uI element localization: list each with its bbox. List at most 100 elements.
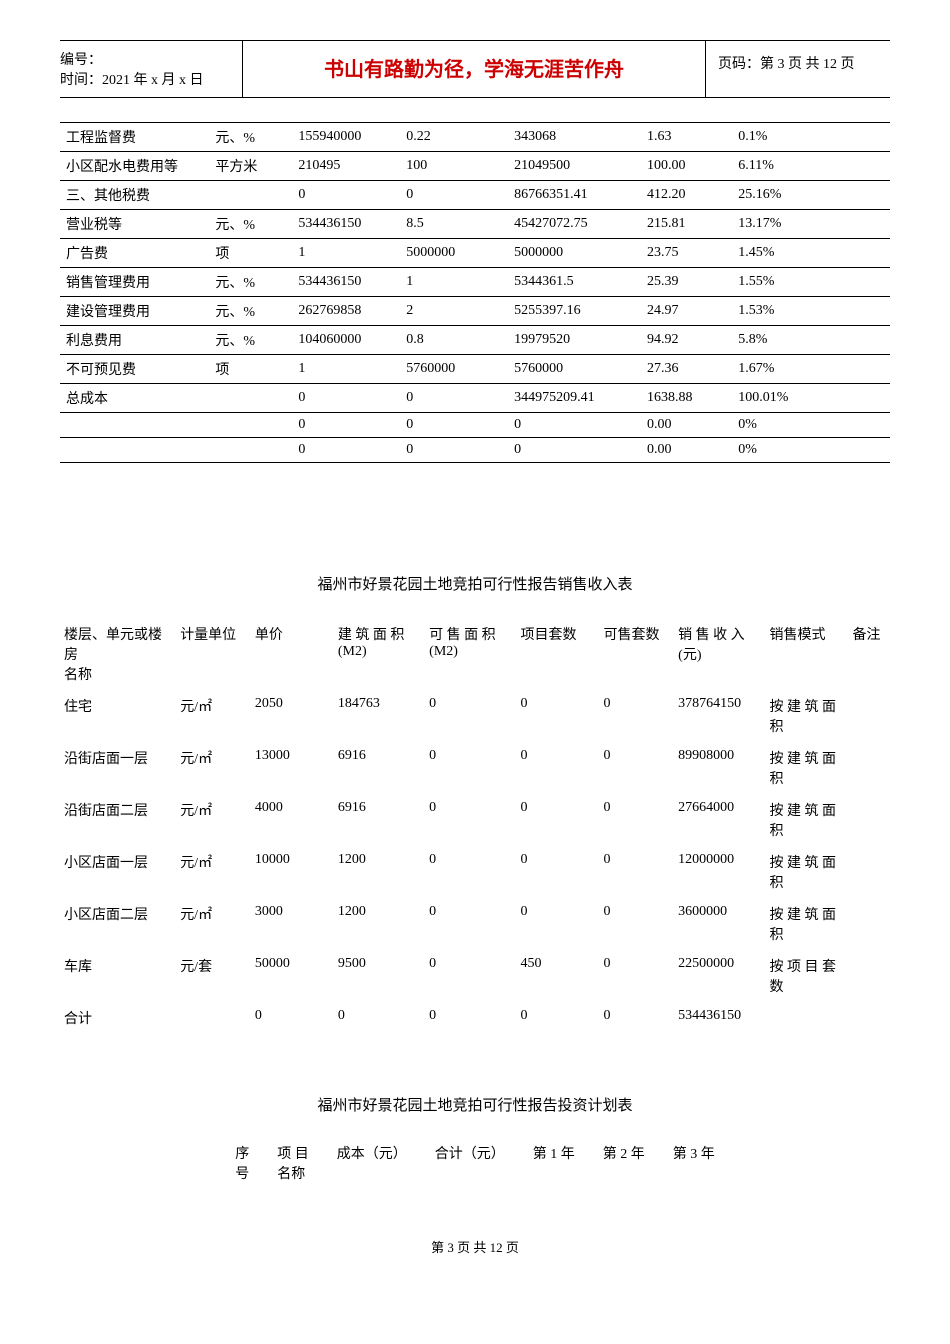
table-cell [848,950,890,1002]
table-cell: 10000 [251,846,334,898]
table-cell: 215.81 [641,210,732,239]
table-cell: 0.8 [400,326,508,355]
page-header: 编号： 时间：2021 年 x 月 x 日 书山有路勤为径，学海无涯苦作舟 页码… [60,40,890,98]
table-row: 广告费项15000000500000023.751.45% [60,239,890,268]
table-cell: 沿街店面一层 [60,742,176,794]
table-cell: 销售管理费用 [60,268,209,297]
table-cell: 534436150 [674,1002,765,1034]
table-cell: 项 [209,239,292,268]
table-row: 总成本00344975209.411638.88100.01% [60,384,890,413]
table-cell: 0 [508,438,641,463]
table-cell: 45427072.75 [508,210,641,239]
table-cell: 合计 [60,1002,176,1034]
table-cell: 1 [292,355,400,384]
table-cell: 按 建 筑 面积 [765,690,848,742]
table-cell [848,1002,890,1034]
page-footer: 第 3 页 共 12 页 [60,1237,890,1256]
table-cell [60,413,209,438]
table-cell: 按 建 筑 面积 [765,794,848,846]
table-cell: 小区店面二层 [60,898,176,950]
table-cell: 总成本 [60,384,209,413]
column-header: 项目套数 [516,618,599,690]
table-cell: 不可预见费 [60,355,209,384]
table-cell: 19979520 [508,326,641,355]
table-cell: 元、% [209,268,292,297]
column-header: 第 2 年 [589,1139,659,1187]
table-cell: 534436150 [292,210,400,239]
table-cell: 0 [516,742,599,794]
table-cell: 元、% [209,297,292,326]
table-cell: 5760000 [400,355,508,384]
column-header: 序号 [221,1139,263,1187]
table-cell: 0 [292,413,400,438]
table-cell [209,181,292,210]
table-cell: 1.55% [732,268,890,297]
table-cell: 100 [400,152,508,181]
table-cell: 155940000 [292,123,400,152]
table-cell: 8.5 [400,210,508,239]
table-cell [848,742,890,794]
table-cell: 5255397.16 [508,297,641,326]
table-cell: 小区店面一层 [60,846,176,898]
header-motto: 书山有路勤为径，学海无涯苦作舟 [324,59,624,81]
table-cell: 12000000 [674,846,765,898]
doc-number-label: 编号： [60,49,230,69]
table-cell: 210495 [292,152,400,181]
table-cell: 262769858 [292,297,400,326]
table-cell: 3600000 [674,898,765,950]
table-cell: 450 [516,950,599,1002]
column-header: 可 售 面 积(M2) [425,618,516,690]
table-row: 不可预见费项15760000576000027.361.67% [60,355,890,384]
table-cell: 25.39 [641,268,732,297]
table-cell: 元、% [209,210,292,239]
column-header: 楼层、单元或楼房名称 [60,618,176,690]
table-cell: 378764150 [674,690,765,742]
table-cell [848,846,890,898]
table-cell: 0.00 [641,413,732,438]
doc-time-label: 时间：2021 年 x 月 x 日 [60,69,230,89]
column-header: 建 筑 面 积(M2) [334,618,425,690]
table-cell: 0 [508,413,641,438]
column-header: 成本（元） [323,1139,421,1187]
table-cell [209,413,292,438]
table-cell: 元/套 [176,950,251,1002]
table-cell: 2 [400,297,508,326]
table-cell: 1 [400,268,508,297]
table-cell: 100.01% [732,384,890,413]
header-center: 书山有路勤为径，学海无涯苦作舟 [243,41,706,97]
table-cell: 按 建 筑 面积 [765,898,848,950]
table-cell: 营业税等 [60,210,209,239]
table-row: 销售管理费用元、%53443615015344361.525.391.55% [60,268,890,297]
investment-plan-title: 福州市好景花园土地竞拍可行性报告投资计划表 [60,1094,890,1115]
table-row: 住宅元/㎡2050184763000378764150按 建 筑 面积 [60,690,890,742]
table-row: 小区店面一层元/㎡10000120000012000000按 建 筑 面积 [60,846,890,898]
table-row: 沿街店面一层元/㎡13000691600089908000按 建 筑 面积 [60,742,890,794]
table-row: 营业税等元、%5344361508.545427072.75215.8113.1… [60,210,890,239]
table-cell: 1 [292,239,400,268]
column-header: 可售套数 [599,618,674,690]
table-cell: 1200 [334,898,425,950]
cost-table: 工程监督费元、%1559400000.223430681.630.1%小区配水电… [60,122,890,463]
table-cell: 车库 [60,950,176,1002]
table-cell: 元/㎡ [176,690,251,742]
table-cell: 5000000 [400,239,508,268]
sales-income-table: 楼层、单元或楼房名称计量单位单价建 筑 面 积(M2)可 售 面 积(M2)项目… [60,618,890,1034]
investment-plan-table: 序号项 目名称成本（元）合计（元）第 1 年第 2 年第 3 年 [221,1139,729,1187]
table-cell: 94.92 [641,326,732,355]
table-cell: 沿街店面二层 [60,794,176,846]
table-cell: 1.67% [732,355,890,384]
table-cell: 3000 [251,898,334,950]
table-cell: 元/㎡ [176,898,251,950]
table-cell [209,384,292,413]
table-cell: 0 [599,690,674,742]
table-cell: 0 [425,794,516,846]
table-cell: 0 [599,950,674,1002]
table-cell: 13.17% [732,210,890,239]
table-row: 建设管理费用元、%26276985825255397.1624.971.53% [60,297,890,326]
table-cell: 0 [400,413,508,438]
table-cell: 412.20 [641,181,732,210]
table-cell: 1.45% [732,239,890,268]
column-header: 第 1 年 [519,1139,589,1187]
table-cell [848,794,890,846]
table-cell: 0.22 [400,123,508,152]
